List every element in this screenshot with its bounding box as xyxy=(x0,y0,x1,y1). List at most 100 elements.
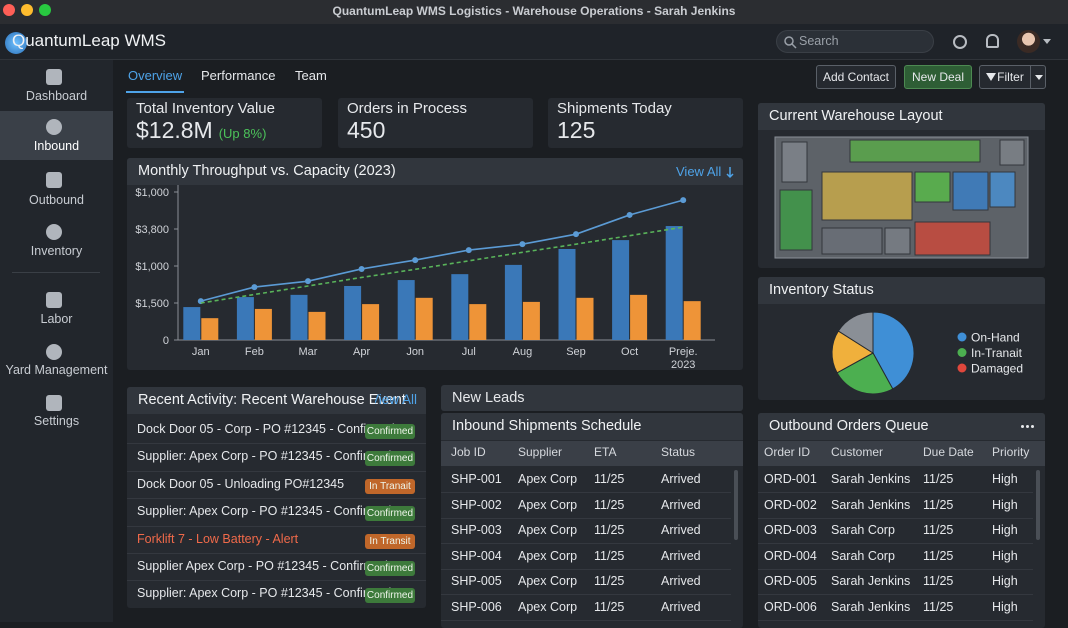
table-cell: High xyxy=(992,497,1018,512)
sidebar-item[interactable]: Inventory xyxy=(30,244,83,258)
tab[interactable]: Performance xyxy=(201,68,276,83)
row-divider xyxy=(127,443,426,445)
table-cell: 11/25 xyxy=(594,548,625,563)
table-cell: Arrived xyxy=(661,548,701,563)
table-header xyxy=(441,441,743,466)
action-button[interactable]: New Deal xyxy=(904,65,972,89)
icon-part xyxy=(784,36,794,46)
activity-text: Supplier: Apex Corp - PO #12345 - Confir… xyxy=(137,586,392,601)
table-cell: ORD-005 xyxy=(764,574,817,589)
dropdown-divider xyxy=(1030,66,1031,88)
table-cell: High xyxy=(992,548,1018,563)
table-cell: Sarah Corp xyxy=(831,548,895,563)
table-cell: SHP-004 xyxy=(451,548,502,563)
activity-text: Supplier: Apex Corp - PO #12345 - Confir… xyxy=(137,449,392,464)
search-placeholder: Search xyxy=(799,34,839,48)
table-cell: SHP-003 xyxy=(451,523,502,538)
sidebar-item[interactable]: Dashboard xyxy=(25,89,88,103)
sidebar-item[interactable]: Settings xyxy=(33,414,80,428)
sidebar-icon xyxy=(46,172,62,188)
table-cell: 11/25 xyxy=(594,600,625,614)
window-control[interactable] xyxy=(3,4,15,16)
panel-title: Recent Activity: Recent Warehouse Event xyxy=(127,387,426,414)
button-label: New Deal xyxy=(911,70,965,84)
caret xyxy=(1043,39,1051,44)
recent-activity-panel: Recent Activity: Recent Warehouse EventV… xyxy=(127,387,426,608)
column-header: Priority xyxy=(992,445,1030,459)
row-divider xyxy=(441,620,731,621)
row-divider xyxy=(758,568,1033,570)
more-dot xyxy=(1031,425,1034,428)
table-cell: Sarah Jenkins xyxy=(831,497,911,512)
layout-panel: Current Warehouse Layout xyxy=(758,103,1045,268)
kpi-delta: (Up 8%) xyxy=(218,126,267,141)
action-button[interactable]: Add Contact xyxy=(816,65,896,89)
table-cell: Sarah Jenkins xyxy=(831,472,911,486)
column-header: ETA xyxy=(594,445,617,459)
table-cell: Arrived xyxy=(661,600,701,614)
tab-underline xyxy=(126,91,184,93)
icon-part xyxy=(791,43,797,49)
table-cell: 11/25 xyxy=(923,548,954,563)
table-cell: 11/25 xyxy=(594,523,625,538)
table-cell: High xyxy=(992,600,1018,614)
table-cell: 11/25 xyxy=(923,472,954,486)
table-cell: 11/25 xyxy=(923,523,954,538)
table-cell: Sarah Corp xyxy=(831,523,895,538)
tab[interactable]: Overview xyxy=(128,68,183,83)
row-divider xyxy=(441,568,731,570)
action-button[interactable]: Filter xyxy=(979,65,1046,89)
sidebar-divider xyxy=(12,272,100,273)
avatar[interactable] xyxy=(1017,30,1040,53)
window-control[interactable] xyxy=(21,4,33,16)
scrollbar xyxy=(1036,470,1040,540)
table-cell: Arrived xyxy=(661,523,701,538)
sidebar-icon xyxy=(46,69,62,85)
sidebar-item[interactable]: Labor xyxy=(40,312,73,326)
search-box[interactable]: Search xyxy=(776,30,934,53)
settings-icon[interactable] xyxy=(953,35,967,49)
table-cell: Apex Corp xyxy=(518,472,578,486)
kpi-value: 450 xyxy=(347,117,386,143)
sidebar-icon xyxy=(46,292,62,308)
column-header: Status xyxy=(661,445,696,459)
table-cell: Sarah Jenkins xyxy=(831,600,911,614)
row-divider xyxy=(758,492,1033,493)
row-divider xyxy=(758,620,1033,621)
table-cell: Sarah Jenkins xyxy=(831,574,911,589)
status-badge: Confirmed xyxy=(365,588,415,604)
panel-title: Outbound Orders Queue xyxy=(758,413,1045,440)
status-badge: Confirmed xyxy=(365,506,415,522)
row-divider xyxy=(441,594,731,596)
brand: QuantumLeap WMS xyxy=(12,31,167,50)
tab[interactable]: Team xyxy=(295,68,327,83)
panel-title: Current Warehouse Layout xyxy=(758,103,1045,130)
window-control[interactable] xyxy=(39,4,51,16)
kpi-value: 125 xyxy=(557,117,596,143)
column-header: Order ID xyxy=(764,445,811,459)
logo xyxy=(5,32,27,54)
table-cell: 11/25 xyxy=(923,574,954,589)
row-divider xyxy=(441,517,731,519)
search-icon xyxy=(784,36,797,49)
table-cell: ORD-004 xyxy=(764,548,817,563)
table-cell: 11/25 xyxy=(594,497,625,512)
more-dot xyxy=(1026,425,1029,428)
table-cell: Apex Corp xyxy=(518,600,578,614)
activity-text: Forklift 7 - Low Battery - Alert xyxy=(137,531,299,546)
panel-link[interactable]: View All xyxy=(375,392,417,407)
row-divider xyxy=(441,492,731,493)
sidebar-item[interactable]: Yard Management xyxy=(5,363,108,377)
status-badge: In Transit xyxy=(365,533,415,549)
sidebar-icon xyxy=(46,224,62,240)
kpi-label: Total Inventory Value xyxy=(136,100,275,117)
row-divider xyxy=(127,553,426,554)
inventory-panel: Inventory Status xyxy=(758,277,1045,400)
sidebar-item[interactable]: Outbound xyxy=(29,193,84,207)
notification-icon[interactable] xyxy=(986,34,999,48)
table-cell: Arrived xyxy=(661,574,701,589)
row-divider xyxy=(758,517,1033,519)
row-divider xyxy=(127,498,426,500)
activity-text: Dock Door 05 - Unloading PO#12345 xyxy=(137,476,345,491)
sidebar-item[interactable]: Inbound xyxy=(33,139,80,153)
